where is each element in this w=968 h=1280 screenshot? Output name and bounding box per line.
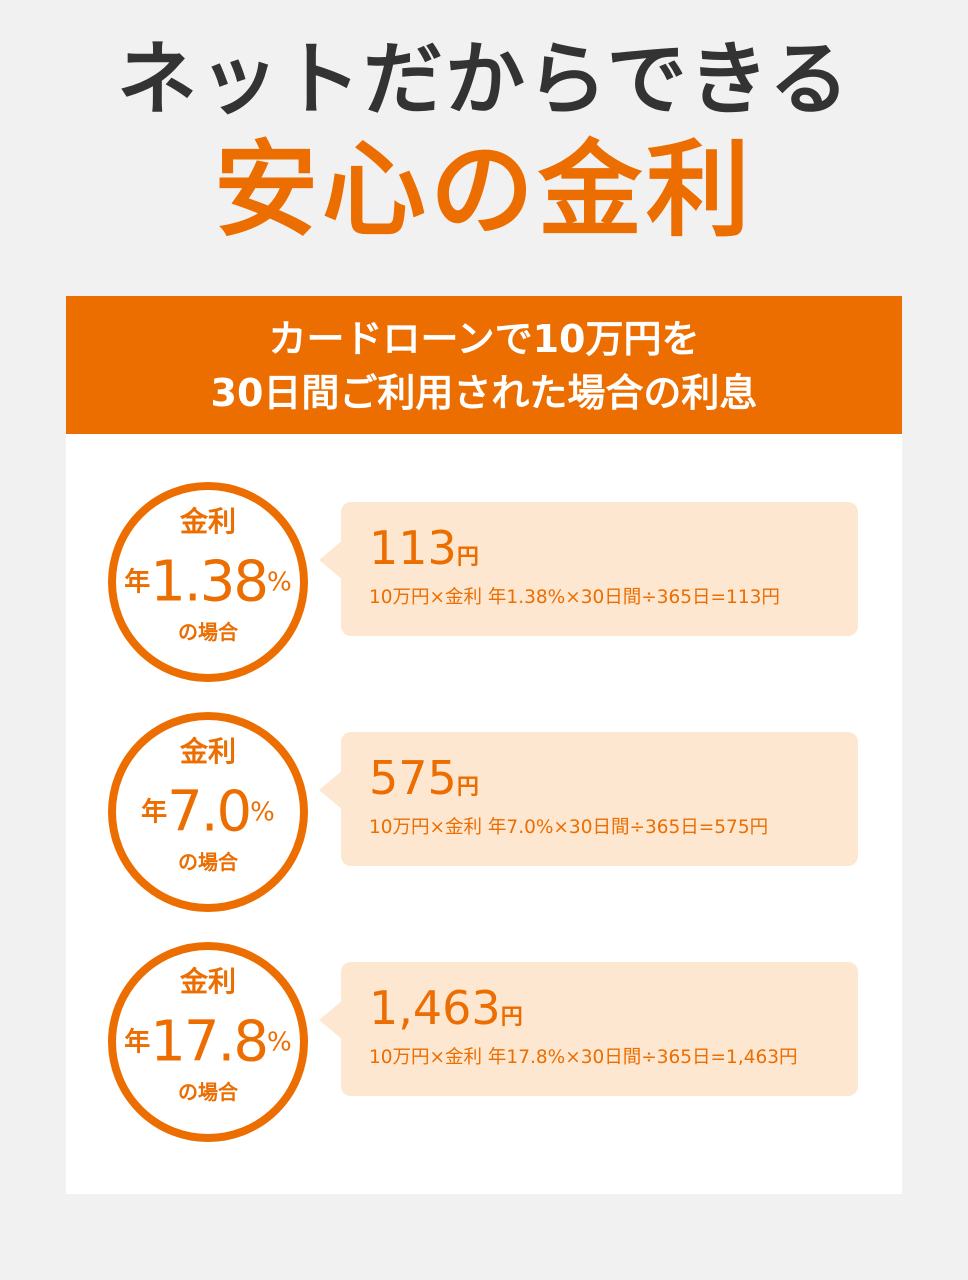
rate-circle: 金利 年1.38% の場合 bbox=[108, 482, 308, 682]
interest-unit: 円 bbox=[456, 775, 479, 800]
rate-prefix: 年 bbox=[124, 567, 151, 598]
rate-percent: % bbox=[266, 567, 292, 598]
rate-value: 年7.0% bbox=[116, 776, 300, 849]
rate-circle: 金利 年17.8% の場合 bbox=[108, 942, 308, 1142]
rate-case: の場合 bbox=[178, 620, 238, 644]
rate-row-1: 金利 年1.38% の場合 113円 10万円×金利 年1.38%×30日間÷3… bbox=[66, 482, 902, 682]
headline-subtitle: ネットだからできる bbox=[117, 33, 851, 126]
bubble-tail bbox=[319, 540, 343, 580]
interest-unit: 円 bbox=[456, 545, 479, 570]
rate-number: 7.0 bbox=[167, 779, 252, 845]
rate-prefix: 年 bbox=[141, 797, 168, 828]
bubble-tail bbox=[319, 770, 343, 810]
panel-header-line2: 30日間ご利用された場合の利息 bbox=[210, 371, 758, 415]
interest-formula: 10万円×金利 年1.38%×30日間÷365日=113円 bbox=[369, 587, 780, 608]
interest-value: 1,463 bbox=[369, 981, 501, 1035]
rate-row-3: 金利 年17.8% の場合 1,463円 10万円×金利 年17.8%×30日間… bbox=[66, 942, 902, 1142]
rate-label: 金利 bbox=[179, 505, 236, 538]
rate-number: 1.38 bbox=[150, 549, 269, 615]
rate-prefix: 年 bbox=[124, 1027, 151, 1058]
interest-value: 575 bbox=[369, 751, 457, 805]
rate-label: 金利 bbox=[179, 735, 236, 768]
bubble-tail bbox=[319, 1000, 343, 1040]
interest-amount: 1,463円 bbox=[369, 982, 523, 1034]
rate-row-2: 金利 年7.0% の場合 575円 10万円×金利 年7.0%×30日間÷365… bbox=[66, 712, 902, 912]
interest-value: 113 bbox=[369, 521, 457, 575]
interest-bubble: 113円 10万円×金利 年1.38%×30日間÷365日=113円 bbox=[319, 502, 858, 636]
rate-case: の場合 bbox=[178, 1080, 238, 1104]
panel-header-line1: カードローンで10万円を bbox=[268, 317, 700, 361]
interest-bubble: 575円 10万円×金利 年7.0%×30日間÷365日=575円 bbox=[319, 732, 858, 866]
interest-formula: 10万円×金利 年7.0%×30日間÷365日=575円 bbox=[369, 817, 769, 838]
rate-value: 年1.38% bbox=[116, 546, 300, 619]
interest-amount: 113円 bbox=[369, 522, 479, 574]
panel-header: カードローンで10万円を 30日間ご利用された場合の利息 bbox=[66, 296, 902, 434]
interest-amount: 575円 bbox=[369, 752, 479, 804]
rate-case: の場合 bbox=[178, 850, 238, 874]
interest-formula: 10万円×金利 年17.8%×30日間÷365日=1,463円 bbox=[369, 1047, 798, 1068]
rate-circle: 金利 年7.0% の場合 bbox=[108, 712, 308, 912]
interest-panel: カードローンで10万円を 30日間ご利用された場合の利息 金利 年1.38% の… bbox=[66, 296, 902, 1194]
rate-label: 金利 bbox=[179, 965, 236, 998]
interest-unit: 円 bbox=[500, 1005, 523, 1030]
rate-percent: % bbox=[266, 1027, 292, 1058]
rate-percent: % bbox=[250, 797, 275, 828]
interest-bubble: 1,463円 10万円×金利 年17.8%×30日間÷365日=1,463円 bbox=[319, 962, 858, 1096]
headline-title: 安心の金利 bbox=[213, 129, 754, 251]
rate-number: 17.8 bbox=[150, 1009, 269, 1075]
rate-value: 年17.8% bbox=[116, 1006, 300, 1079]
